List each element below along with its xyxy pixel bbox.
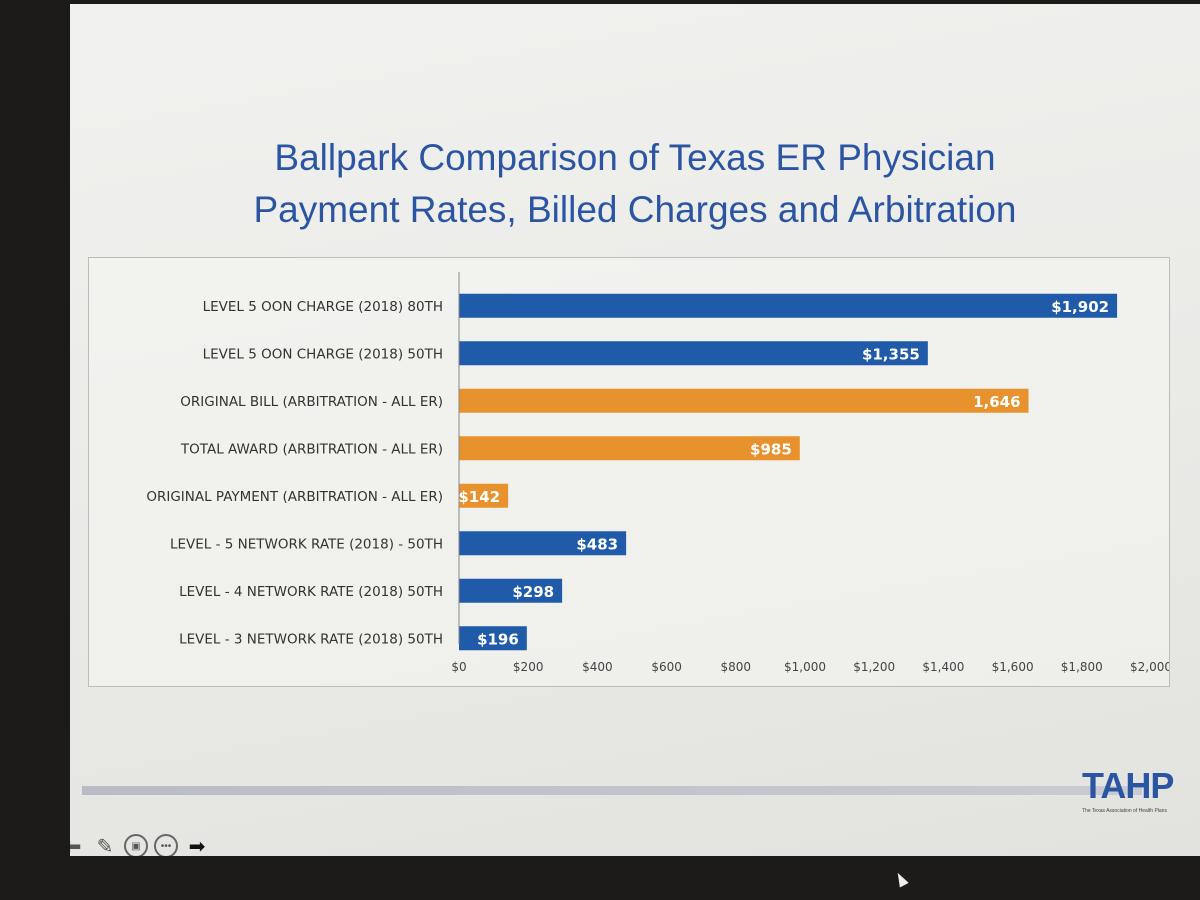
x-tick-label: $0 <box>451 660 466 674</box>
category-label: LEVEL - 4 NETWORK RATE (2018) 50TH <box>179 584 443 600</box>
x-tick-label: $400 <box>582 660 613 674</box>
logo-subtitle: The Texas Association of Health Plans <box>1082 808 1167 814</box>
x-tick-label: $600 <box>651 660 682 674</box>
bar <box>459 483 509 508</box>
bar <box>459 531 627 556</box>
category-label: LEVEL - 3 NETWORK RATE (2018) 50TH <box>179 631 443 647</box>
slide-footer-bar <box>82 786 1142 795</box>
logo-text: TAHP <box>1082 765 1174 806</box>
more-icon[interactable]: ••• <box>154 834 178 856</box>
category-label: ORIGINAL PAYMENT (ARBITRATION - ALL ER) <box>146 489 443 505</box>
data-label: $196 <box>477 630 519 648</box>
presenter-toolbar: ⬅ ✎ ▣ ••• ➡ <box>70 830 210 856</box>
bar <box>459 626 527 651</box>
x-tick-label: $1,400 <box>922 660 964 674</box>
bar <box>459 388 1029 413</box>
x-tick-label: $1,600 <box>992 660 1034 674</box>
bar <box>459 436 800 461</box>
data-label: $298 <box>512 583 554 601</box>
data-label: $985 <box>750 440 792 458</box>
category-label: LEVEL 5 OON CHARGE (2018) 50TH <box>203 346 443 362</box>
bar <box>459 578 563 603</box>
chart-area: LEVEL 5 OON CHARGE (2018) 80TH $1,902 LEVE… <box>88 257 1170 687</box>
category-label: LEVEL - 5 NETWORK RATE (2018) - 50TH <box>170 536 443 552</box>
data-label: $1,902 <box>1051 298 1109 316</box>
slide-title: Ballpark Comparison of Texas ER Physicia… <box>70 132 1200 236</box>
data-label: $142 <box>458 488 500 506</box>
data-label: 1,646 <box>973 393 1020 411</box>
x-tick-label: $1,000 <box>784 660 826 674</box>
slide-title-line2: Payment Rates, Billed Charges and Arbitr… <box>253 189 1017 230</box>
arrow-right-icon[interactable]: ➡ <box>188 835 206 857</box>
bar <box>459 293 1118 318</box>
mouse-cursor-icon <box>893 870 909 888</box>
x-tick-label: $1,200 <box>853 660 895 674</box>
x-tick-label: $1,800 <box>1061 660 1103 674</box>
pen-icon[interactable]: ✎ <box>96 835 114 857</box>
slide-title-line1: Ballpark Comparison of Texas ER Physicia… <box>274 137 996 178</box>
bar-chart: LEVEL 5 OON CHARGE (2018) 80TH $1,902 LEVE… <box>146 272 1169 674</box>
bar <box>459 341 928 366</box>
x-tick-label: $2,000 <box>1130 660 1169 674</box>
tahp-logo: TAHP The Texas Association of Health Pla… <box>1082 766 1182 826</box>
screen-icon[interactable]: ▣ <box>124 834 148 856</box>
data-label: $483 <box>576 535 618 553</box>
data-label: $1,355 <box>862 345 920 363</box>
category-label: TOTAL AWARD (ARBITRATION - ALL ER) <box>180 441 443 457</box>
category-label: LEVEL 5 OON CHARGE (2018) 80TH <box>203 299 443 315</box>
category-label: ORIGINAL BILL (ARBITRATION - ALL ER) <box>180 394 443 410</box>
x-tick-label: $800 <box>721 660 752 674</box>
slide-screen: Ballpark Comparison of Texas ER Physicia… <box>70 4 1200 856</box>
arrow-left-icon[interactable]: ⬅ <box>70 835 82 857</box>
x-tick-label: $200 <box>513 660 544 674</box>
